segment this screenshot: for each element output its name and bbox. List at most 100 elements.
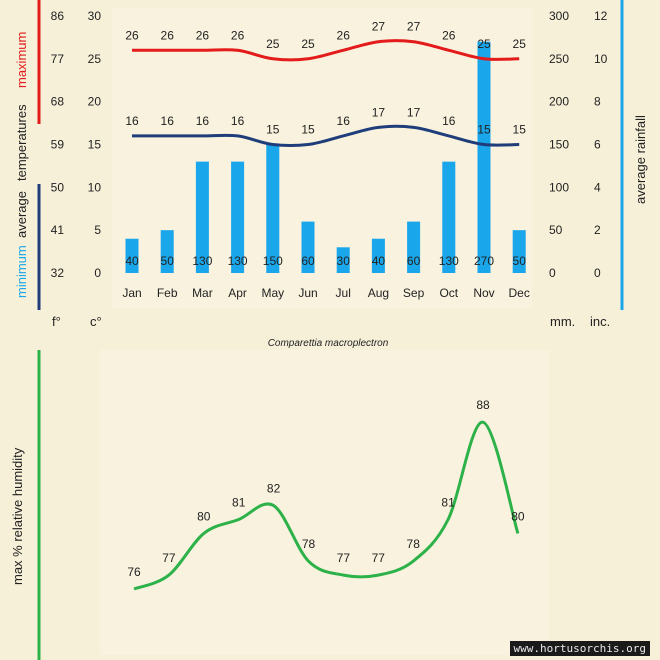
humidity-line xyxy=(133,420,520,591)
data-labels: 26 26 26 26 25 25 26 27 27 26 25 25 16 16 16 16 15 15 16 17… xyxy=(125,20,526,268)
tick-label-inches: 2 xyxy=(594,223,601,237)
unit-label-celsius: c° xyxy=(90,314,102,329)
minimum-data-label: 16 xyxy=(125,114,139,128)
tick-label-mm: 50 xyxy=(549,223,563,237)
rainfall-data-label: 60 xyxy=(301,254,315,268)
unit-label-inches: inc. xyxy=(590,314,610,329)
rainfall-data-label: 130 xyxy=(439,254,459,268)
rainfall-bar xyxy=(371,238,385,273)
unit-label-mm: mm. xyxy=(550,314,575,329)
tick-label-celsius: 20 xyxy=(88,95,102,109)
tick-label-inches: 10 xyxy=(594,52,608,66)
rainfall-data-label: 130 xyxy=(192,254,212,268)
maximum-data-label: 26 xyxy=(337,28,351,42)
temperature-rainfall-panel xyxy=(112,8,532,308)
rainfall-data-label: 40 xyxy=(372,254,386,268)
x-tick-label-month: Apr xyxy=(228,286,247,300)
tick-label-mm: 200 xyxy=(549,95,569,109)
minimum-data-label: 17 xyxy=(372,105,386,119)
rainfall-data-label: 40 xyxy=(125,254,139,268)
temperature-lines xyxy=(131,39,520,148)
minimum-data-label: 16 xyxy=(231,114,245,128)
maximum-data-label: 25 xyxy=(266,37,280,51)
rainfall-bar xyxy=(160,230,174,273)
x-tick-label-month: Feb xyxy=(157,286,178,300)
tick-label-fahrenheit: 50 xyxy=(51,180,65,194)
y-axis-label-temperatures: temperatures xyxy=(14,104,29,181)
humidity-data-label: 77 xyxy=(162,551,176,565)
tick-label-celsius: 5 xyxy=(94,223,101,237)
rainfall-bar xyxy=(195,161,209,273)
humidity-data-label: 81 xyxy=(441,496,455,510)
minimum-data-label: 16 xyxy=(337,114,351,128)
maximum-data-label: 25 xyxy=(513,37,527,51)
tick-label-fahrenheit: 41 xyxy=(51,223,65,237)
x-tick-label-month: Sep xyxy=(403,286,425,300)
y-axis-label-rainfall: average rainfall xyxy=(633,115,648,204)
rainfall-bar xyxy=(266,144,280,273)
x-tick-label-month: Jun xyxy=(298,286,317,300)
maximum-data-label: 27 xyxy=(407,20,421,34)
axes: 3241505968778605101520253005010015020025… xyxy=(51,9,608,300)
minimum-data-label: 15 xyxy=(301,123,315,137)
humidity-data-label: 80 xyxy=(197,509,211,523)
species-caption: Comparettia macroplectron xyxy=(268,338,389,349)
rainfall-bar xyxy=(477,41,491,274)
tick-label-mm: 0 xyxy=(549,266,556,280)
minimum-data-label: 15 xyxy=(266,123,280,137)
tick-label-mm: 300 xyxy=(549,9,569,23)
rainfall-bar xyxy=(231,161,245,273)
humidity-data-label: 80 xyxy=(511,509,525,523)
tick-label-celsius: 25 xyxy=(88,52,102,66)
tick-label-celsius: 10 xyxy=(88,180,102,194)
x-tick-label-month: Nov xyxy=(473,286,494,300)
tick-label-celsius: 0 xyxy=(94,266,101,280)
humidity-panel xyxy=(100,350,550,655)
y-axis-label-maximum: maximum xyxy=(14,32,29,88)
maximum-data-label: 26 xyxy=(196,28,210,42)
x-tick-label-month: Jan xyxy=(122,286,141,300)
maximum-data-label: 26 xyxy=(231,28,245,42)
rainfall-data-label: 270 xyxy=(474,254,494,268)
tick-label-fahrenheit: 59 xyxy=(51,138,65,152)
humidity-data-label: 77 xyxy=(372,551,386,565)
minimum-data-label: 16 xyxy=(196,114,210,128)
rainfall-data-label: 60 xyxy=(407,254,421,268)
tick-label-celsius: 15 xyxy=(88,138,102,152)
rainfall-data-label: 130 xyxy=(228,254,248,268)
maximum-data-label: 25 xyxy=(301,37,315,51)
humidity-data-label: 78 xyxy=(407,537,421,551)
rainfall-bar xyxy=(407,221,421,273)
minimum-temperature-line xyxy=(131,124,520,148)
maximum-data-label: 27 xyxy=(372,20,386,34)
x-tick-label-month: Dec xyxy=(509,286,530,300)
tick-label-inches: 6 xyxy=(594,138,601,152)
rainfall-bar xyxy=(125,238,139,273)
tick-label-inches: 0 xyxy=(594,266,601,280)
y-axis-label-humidity: max % relative humidity xyxy=(10,447,25,585)
humidity-data-label: 78 xyxy=(302,537,316,551)
humidity-data-label: 88 xyxy=(476,398,490,412)
tick-label-inches: 12 xyxy=(594,9,608,23)
tick-label-fahrenheit: 77 xyxy=(51,52,65,66)
humidity-data-label: 76 xyxy=(127,565,141,579)
tick-label-inches: 8 xyxy=(594,95,601,109)
humidity-data-label: 82 xyxy=(267,482,281,496)
maximum-temperature-line xyxy=(131,39,520,62)
tick-label-mm: 100 xyxy=(549,180,569,194)
tick-label-inches: 4 xyxy=(594,180,601,194)
tick-label-fahrenheit: 86 xyxy=(51,9,65,23)
tick-label-fahrenheit: 68 xyxy=(51,95,65,109)
humidity-data-label: 77 xyxy=(337,551,351,565)
x-tick-label-month: Oct xyxy=(439,286,458,300)
tick-label-mm: 150 xyxy=(549,138,569,152)
humidity-chart: 76 77 80 81 82 78 77 77 78 81 88 80 xyxy=(127,398,525,591)
minimum-data-label: 16 xyxy=(161,114,175,128)
rainfall-data-label: 150 xyxy=(263,254,283,268)
rainfall-bar xyxy=(512,230,526,273)
x-tick-label-month: Jul xyxy=(336,286,351,300)
minimum-data-label: 15 xyxy=(513,123,527,137)
tick-label-celsius: 30 xyxy=(88,9,102,23)
rainfall-bar xyxy=(336,247,350,273)
